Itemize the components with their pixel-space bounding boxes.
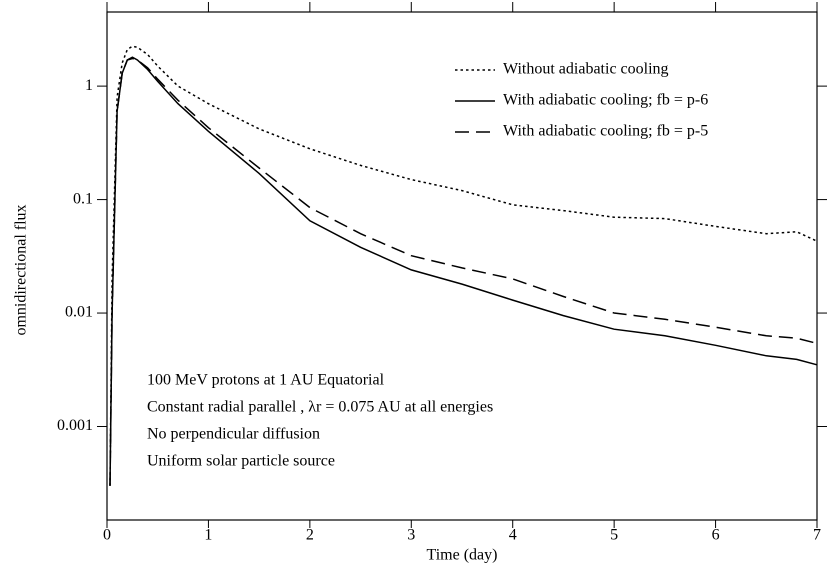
y-tick-label: 0.01 xyxy=(65,304,93,321)
series-line xyxy=(109,56,818,486)
x-tick-label: 4 xyxy=(509,527,517,544)
y-axis-label: omnidirectional flux xyxy=(13,204,30,335)
x-tick-label: 6 xyxy=(712,527,720,544)
legend-label: With adiabatic cooling; fb = p-5 xyxy=(503,123,708,140)
x-tick-label: 7 xyxy=(813,527,821,544)
annotation: Constant radial parallel , λr = 0.075 AU… xyxy=(147,399,493,416)
series-line xyxy=(109,45,818,486)
annotation: 100 MeV protons at 1 AU Equatorial xyxy=(147,372,385,389)
legend-label: Without adiabatic cooling xyxy=(503,61,669,78)
annotation: Uniform solar particle source xyxy=(147,453,335,470)
x-tick-label: 5 xyxy=(610,527,618,544)
x-tick-label: 1 xyxy=(204,527,212,544)
x-axis-label: Time (day) xyxy=(427,547,498,564)
series-line xyxy=(109,57,818,486)
y-tick-label: 0.1 xyxy=(73,190,93,207)
y-tick-label: 1 xyxy=(85,77,93,94)
plot-frame xyxy=(106,11,818,521)
x-tick-label: 3 xyxy=(407,527,415,544)
x-tick-label: 2 xyxy=(306,527,314,544)
y-tick-label: 0.001 xyxy=(57,417,93,434)
annotation: No perpendicular diffusion xyxy=(147,426,320,443)
x-tick-label: 0 xyxy=(103,527,111,544)
legend-label: With adiabatic cooling; fb = p-6 xyxy=(503,92,708,109)
